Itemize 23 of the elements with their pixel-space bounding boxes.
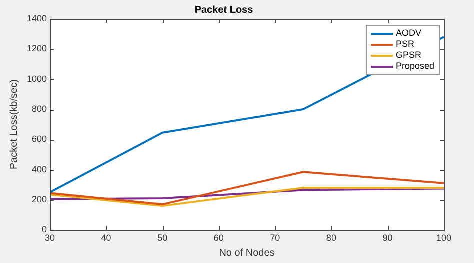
y-tick-label: 1400 xyxy=(26,13,48,24)
y-tick-label: 400 xyxy=(32,164,48,174)
x-tick-label: 80 xyxy=(326,233,336,244)
y-tick-label: 1000 xyxy=(26,74,48,84)
y-axis-title: Packet Loss(kb/sec) xyxy=(8,80,20,170)
y-tick-label: 0 xyxy=(42,224,48,235)
x-tick-label: 90 xyxy=(382,233,393,244)
legend-label: PSR xyxy=(396,39,415,50)
chart-title: Packet Loss xyxy=(194,4,254,16)
x-tick-label: 70 xyxy=(270,233,280,244)
x-axis-title: No of Nodes xyxy=(219,248,275,259)
y-tick-label: 200 xyxy=(32,194,48,205)
x-tick-label: 60 xyxy=(214,233,224,244)
y-tick-label: 600 xyxy=(32,134,48,144)
x-tick-label: 40 xyxy=(101,233,112,244)
legend-label: GPSR xyxy=(396,50,422,61)
y-tick-label: 1200 xyxy=(26,44,48,54)
x-tick-label: 100 xyxy=(436,233,452,244)
x-tick-label: 50 xyxy=(158,233,168,244)
legend-label: Proposed xyxy=(396,61,435,72)
y-tick-label: 800 xyxy=(32,104,48,114)
x-tick-label: 30 xyxy=(45,233,56,244)
legend-label: AODV xyxy=(396,28,422,39)
